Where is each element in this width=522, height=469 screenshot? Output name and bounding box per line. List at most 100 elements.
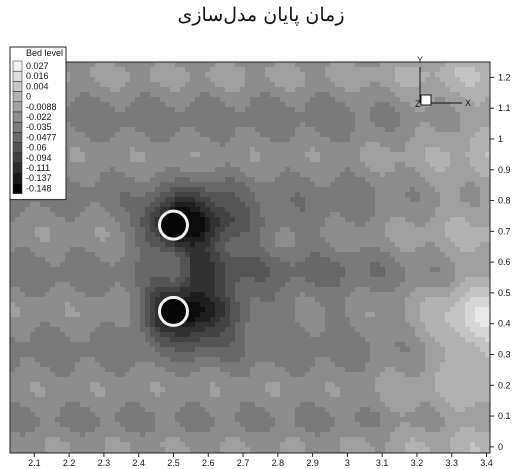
heatmap-cell <box>245 232 250 237</box>
heatmap-cell <box>110 142 115 147</box>
heatmap-cell <box>480 112 485 117</box>
heatmap-cell <box>265 192 270 197</box>
heatmap-cell <box>430 102 435 107</box>
heatmap-cell <box>280 247 285 252</box>
heatmap-cell <box>335 157 340 162</box>
heatmap-cell <box>210 182 215 187</box>
heatmap-cell <box>460 127 465 132</box>
heatmap-cell <box>395 102 400 107</box>
heatmap-cell <box>430 262 435 267</box>
heatmap-cell <box>430 72 435 77</box>
heatmap-cell <box>130 267 135 272</box>
heatmap-cell <box>70 82 75 87</box>
heatmap-cell <box>195 292 200 297</box>
heatmap-cell <box>415 207 420 212</box>
heatmap-cell <box>60 307 65 312</box>
heatmap-cell <box>230 252 235 257</box>
heatmap-cell <box>195 232 200 237</box>
heatmap-cell <box>180 132 185 137</box>
heatmap-cell <box>135 132 140 137</box>
heatmap-cell <box>375 247 380 252</box>
heatmap-cell <box>150 292 155 297</box>
heatmap-cell <box>230 97 235 102</box>
heatmap-cell <box>25 252 30 257</box>
heatmap-cell <box>360 117 365 122</box>
heatmap-cell <box>420 192 425 197</box>
heatmap-cell <box>450 152 455 157</box>
heatmap-cell <box>325 222 330 227</box>
heatmap-cell <box>205 257 210 262</box>
heatmap-cell <box>470 272 475 277</box>
heatmap-cell <box>260 117 265 122</box>
heatmap-cell <box>75 237 80 242</box>
heatmap-cell <box>220 77 225 82</box>
heatmap-cell <box>195 202 200 207</box>
heatmap-cell <box>350 207 355 212</box>
heatmap-cell <box>165 97 170 102</box>
heatmap-cell <box>130 67 135 72</box>
heatmap-cell <box>145 222 150 227</box>
heatmap-cell <box>255 272 260 277</box>
heatmap-cell <box>110 197 115 202</box>
heatmap-cell <box>330 207 335 212</box>
heatmap-cell <box>85 177 90 182</box>
heatmap-cell <box>380 287 385 292</box>
heatmap-cell <box>215 307 220 312</box>
heatmap-cell <box>190 257 195 262</box>
heatmap-cell <box>100 202 105 207</box>
heatmap-cell <box>455 62 460 67</box>
heatmap-cell <box>180 267 185 272</box>
heatmap-cell <box>135 177 140 182</box>
heatmap-cell <box>85 162 90 167</box>
heatmap-cell <box>365 292 370 297</box>
heatmap-cell <box>455 157 460 162</box>
heatmap-cell <box>485 252 490 257</box>
heatmap-cell <box>225 167 230 172</box>
heatmap-cell <box>475 277 480 282</box>
heatmap-cell <box>410 297 415 302</box>
heatmap-cell <box>210 227 215 232</box>
heatmap-cell <box>365 117 370 122</box>
heatmap-cell <box>215 102 220 107</box>
heatmap-cell <box>445 122 450 127</box>
heatmap-cell <box>60 262 65 267</box>
heatmap-cell <box>300 82 305 87</box>
heatmap-cell <box>410 77 415 82</box>
heatmap-cell <box>70 317 75 322</box>
heatmap-cell <box>410 107 415 112</box>
heatmap-cell <box>405 312 410 317</box>
heatmap-cell <box>320 227 325 232</box>
heatmap-cell <box>405 152 410 157</box>
heatmap-cell <box>400 102 405 107</box>
heatmap-cell <box>435 297 440 302</box>
heatmap-cell <box>90 222 95 227</box>
heatmap-cell <box>410 147 415 152</box>
heatmap-cell <box>300 122 305 127</box>
heatmap-cell <box>195 297 200 302</box>
heatmap-cell <box>295 292 300 297</box>
heatmap-cell <box>425 302 430 307</box>
heatmap-cell <box>355 172 360 177</box>
heatmap-cell <box>75 152 80 157</box>
heatmap-cell <box>265 252 270 257</box>
heatmap-cell <box>215 317 220 322</box>
heatmap-cell <box>235 222 240 227</box>
heatmap-cell <box>125 222 130 227</box>
heatmap-cell <box>325 172 330 177</box>
heatmap-cell <box>385 177 390 182</box>
heatmap-cell <box>290 97 295 102</box>
heatmap-cell <box>195 82 200 87</box>
heatmap-cell <box>110 237 115 242</box>
heatmap-cell <box>360 132 365 137</box>
heatmap-cell <box>350 87 355 92</box>
heatmap-cell <box>350 202 355 207</box>
heatmap-cell <box>270 257 275 262</box>
heatmap-cell <box>155 177 160 182</box>
heatmap-cell <box>145 212 150 217</box>
heatmap-cell <box>300 202 305 207</box>
heatmap-cell <box>115 242 120 247</box>
heatmap-cell <box>270 202 275 207</box>
heatmap-cell <box>275 302 280 307</box>
heatmap-cell <box>155 62 160 67</box>
heatmap-cell <box>230 62 235 67</box>
